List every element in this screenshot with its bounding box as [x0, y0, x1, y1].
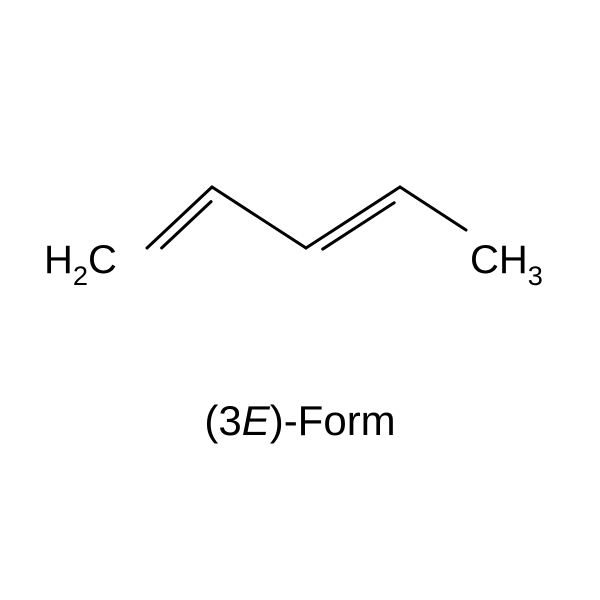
atom-label-ch2: H2C [44, 240, 117, 286]
atom-label-ch3: CH3 [470, 240, 543, 286]
bond-layer [0, 0, 600, 600]
structure-canvas: H2C CH3 (3E)-Form [0, 0, 600, 600]
isomer-caption: (3E)-Form [204, 400, 395, 442]
